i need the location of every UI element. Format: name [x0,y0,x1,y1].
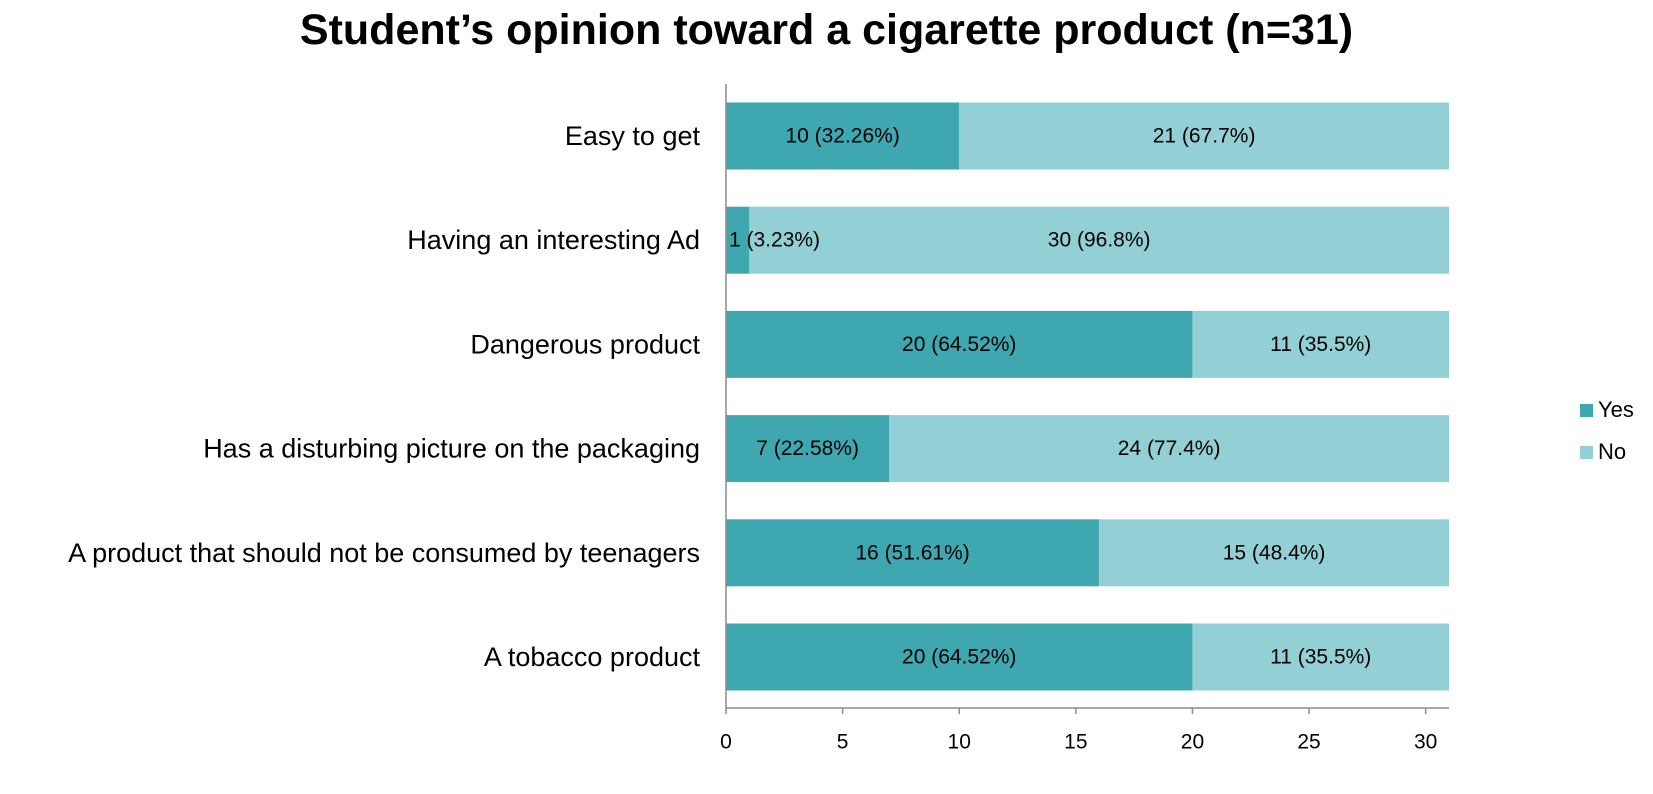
category-label: Has a disturbing picture on the packagin… [203,434,700,464]
legend-item-no: No [1580,439,1634,465]
data-label-yes: 10 (32.26%) [785,125,899,148]
category-label: Having an interesting Ad [407,225,700,255]
bar-yes [726,310,1193,378]
data-label-no: 11 (35.5%) [1270,333,1371,356]
data-label-yes: 20 (64.52%) [902,333,1016,356]
category-label: Dangerous product [470,329,700,359]
chart-title: Student’s opinion toward a cigarette pro… [299,6,1354,54]
data-label-yes: 20 (64.52%) [902,646,1016,669]
legend-swatch [1580,403,1593,417]
data-label-yes: 16 (51.61%) [855,541,969,564]
bar-no [1099,519,1449,587]
data-label-no: 30 (96.8%) [1048,229,1151,252]
category-label: Easy to get [565,121,701,151]
bar-no [749,206,1449,274]
data-label-no: 24 (77.4%) [1118,437,1221,460]
bar-no [959,102,1449,170]
legend-item-yes: Yes [1580,397,1634,423]
axis-layer: 0 5 10 15 20 25 30 [720,84,1449,754]
x-tick-label: 25 [1297,731,1320,754]
legend: Yes No [1580,397,1634,481]
legend-label: Yes [1598,397,1634,422]
bar-no [1192,623,1449,691]
labels-layer: Easy to get 10 (32.26%) 21 (67.7%) Having a… [68,121,1371,672]
bar-no [1192,310,1449,378]
x-tick-label: 20 [1181,731,1204,754]
legend-swatch [1580,445,1593,459]
data-label-no: 15 (48.4%) [1223,541,1326,564]
bar-yes [726,519,1100,587]
data-label-no: 21 (67.7%) [1153,125,1256,148]
x-tick-label: 5 [837,731,849,754]
x-tick-label: 15 [1064,731,1087,754]
bar-yes [726,623,1193,691]
data-label-yes: 7 (22.58%) [756,437,859,460]
category-label: A tobacco product [484,642,701,672]
bars-layer [726,102,1449,691]
data-label-yes: 1 (3.23%) [729,229,820,252]
bar-no [889,415,1449,483]
data-label-no: 11 (35.5%) [1270,646,1371,669]
x-tick-label: 10 [948,731,971,754]
legend-label: No [1598,439,1627,464]
bar-yes [726,206,750,274]
bar-yes [726,102,960,170]
x-tick-label: 30 [1414,731,1437,754]
bar-yes [726,415,890,483]
x-tick-label: 0 [720,731,732,754]
category-label: A product that should not be consumed by… [68,538,700,568]
